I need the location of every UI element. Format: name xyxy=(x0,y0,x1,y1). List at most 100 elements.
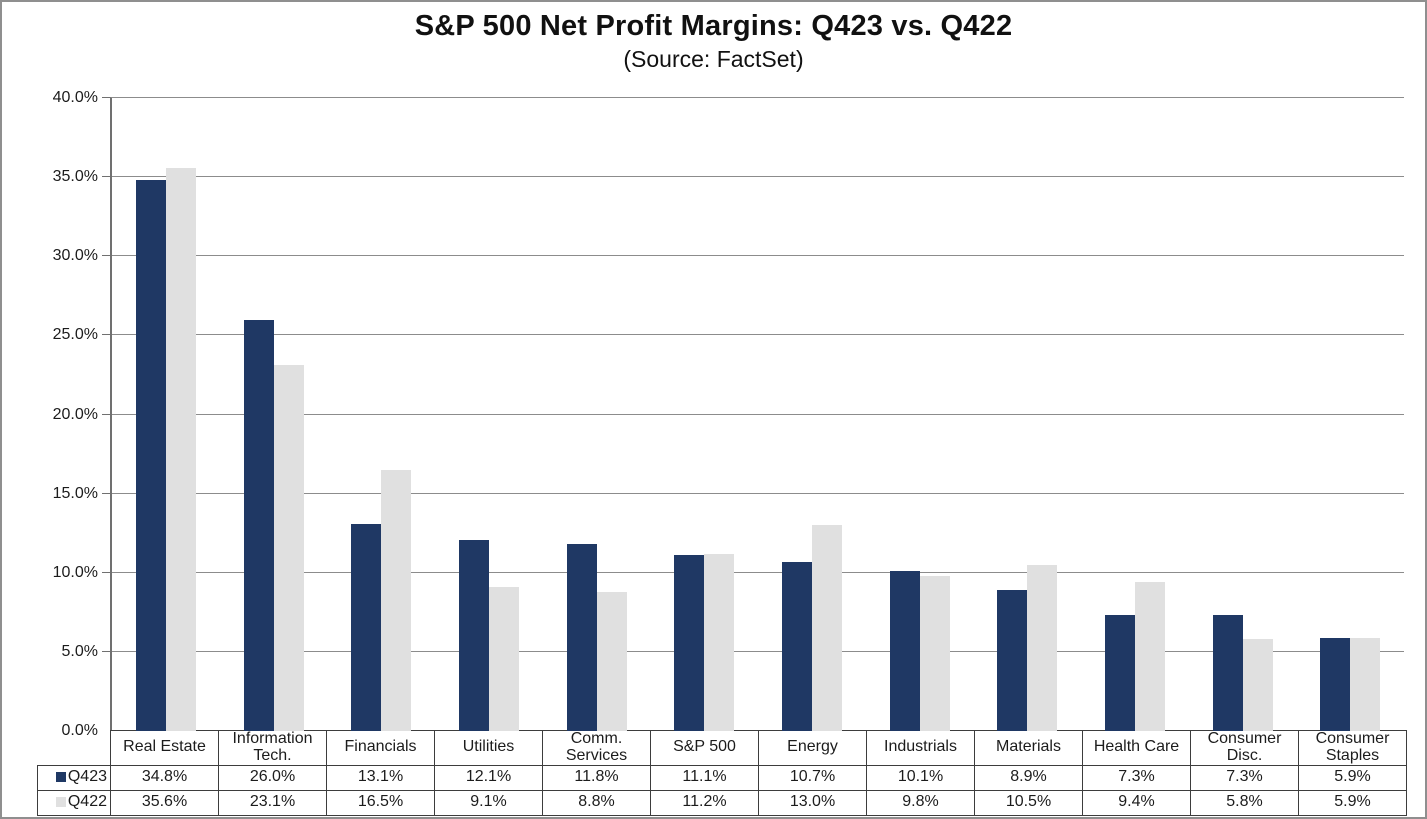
category-header-cell: Real Estate xyxy=(110,730,219,766)
value-cell: 35.6% xyxy=(110,789,219,816)
value-cell: 13.1% xyxy=(326,764,435,791)
bars-layer xyxy=(112,98,1404,731)
category-header-cell: Utilities xyxy=(434,730,543,766)
bar-group-materials xyxy=(973,98,1081,731)
value-cell: 34.8% xyxy=(110,764,219,791)
y-axis-tick xyxy=(102,571,110,573)
category-header-cell: Materials xyxy=(974,730,1083,766)
gridline xyxy=(112,413,1404,415)
category-header-cell: Financials xyxy=(326,730,435,766)
bar-q423 xyxy=(566,544,597,731)
bar-group-industrials xyxy=(866,98,974,731)
value-cell: 10.1% xyxy=(866,764,975,791)
category-header-cell: Industrials xyxy=(866,730,975,766)
gridline xyxy=(112,176,1404,178)
bar-q422 xyxy=(1027,564,1058,731)
y-axis-label: 40.0% xyxy=(52,89,98,106)
y-axis-label: 35.0% xyxy=(52,168,98,186)
bar-q422 xyxy=(488,587,519,731)
legend-swatch-icon xyxy=(55,796,66,807)
table-row-q423: Q423 34.8% 26.0% 13.1% 12.1% 11.8% 11.1% 10.7% 1… xyxy=(37,764,1407,791)
value-cell: 11.1% xyxy=(650,764,759,791)
bar-group-consumer-staples xyxy=(1296,98,1404,731)
y-axis-tick xyxy=(102,334,110,336)
category-header-cell: Energy xyxy=(758,730,867,766)
value-cell: 8.9% xyxy=(974,764,1083,791)
bar-q423 xyxy=(135,180,166,731)
value-cell: 10.7% xyxy=(758,764,867,791)
chart-title: S&P 500 Net Profit Margins: Q423 vs. Q42… xyxy=(414,10,1013,42)
legend-cell-q423: Q423 xyxy=(37,764,111,791)
category-header-cell: Consumer Staples xyxy=(1298,730,1407,766)
plot-area: 0.0% 5.0% 10.0% 15.0% 20.0% 25.0% 30.0% 35.0% 40… xyxy=(53,89,1404,739)
value-cell: 11.2% xyxy=(650,789,759,816)
gridline xyxy=(112,255,1404,257)
value-cell: 5.8% xyxy=(1190,789,1299,816)
bar-q423 xyxy=(997,590,1028,731)
bar-group-comm-services xyxy=(543,98,651,731)
bar-group-financials xyxy=(327,98,435,731)
value-cell: 10.5% xyxy=(974,789,1083,816)
value-cell: 12.1% xyxy=(434,764,543,791)
value-cell: 23.1% xyxy=(218,789,327,816)
bar-q422 xyxy=(919,575,950,731)
table-corner-blank xyxy=(37,730,111,766)
y-axis-tick xyxy=(102,413,110,415)
category-header-cell: Comm. Services xyxy=(542,730,651,766)
bar-q423 xyxy=(889,571,920,731)
category-header-cell: S&P 500 xyxy=(650,730,759,766)
bar-q422 xyxy=(1350,637,1381,731)
bar-q423 xyxy=(351,523,382,731)
bar-group-energy xyxy=(758,98,866,731)
y-axis-label: 15.0% xyxy=(52,484,98,502)
legend-cell-q422: Q422 xyxy=(37,789,111,816)
bar-q423 xyxy=(781,561,812,731)
value-cell: 5.9% xyxy=(1298,764,1407,791)
bar-group-information-tech xyxy=(220,98,328,731)
value-cell: 16.5% xyxy=(326,789,435,816)
value-cell: 11.8% xyxy=(542,764,651,791)
gridline xyxy=(112,571,1404,573)
bar-q423 xyxy=(1320,637,1351,731)
value-cell: 5.9% xyxy=(1298,789,1407,816)
gridline xyxy=(112,650,1404,652)
bar-q423 xyxy=(674,555,705,731)
chart-subtitle: (Source: FactSet) xyxy=(623,46,804,72)
value-cell: 9.8% xyxy=(866,789,975,816)
y-axis-label: 25.0% xyxy=(52,326,98,344)
category-header-cell: Health Care xyxy=(1082,730,1191,766)
y-axis-label: 10.0% xyxy=(52,563,98,581)
bar-q422 xyxy=(1242,639,1273,731)
bar-q423 xyxy=(1104,615,1135,731)
bar-q423 xyxy=(458,539,489,731)
gridline xyxy=(112,334,1404,336)
value-cell: 8.8% xyxy=(542,789,651,816)
y-axis-tick xyxy=(102,97,110,98)
category-header-cell: Information Tech. xyxy=(218,730,327,766)
value-cell: 7.3% xyxy=(1190,764,1299,791)
value-cell: 7.3% xyxy=(1082,764,1191,791)
legend-label: Q423 xyxy=(67,768,107,786)
y-axis-tick xyxy=(102,255,110,257)
value-cell: 13.0% xyxy=(758,789,867,816)
legend-swatch-icon xyxy=(55,771,66,782)
bar-q423 xyxy=(1212,615,1243,731)
bar-group-utilities xyxy=(435,98,543,731)
legend-label: Q422 xyxy=(67,793,107,811)
gridline xyxy=(112,492,1404,494)
value-cell: 9.1% xyxy=(434,789,543,816)
y-axis-label: 30.0% xyxy=(52,247,98,265)
value-cell: 26.0% xyxy=(218,764,327,791)
y-axis-tick xyxy=(102,650,110,652)
bar-group-consumer-disc xyxy=(1189,98,1297,731)
y-axis-tick xyxy=(102,176,110,178)
bar-q422 xyxy=(165,167,196,731)
y-axis-label: 20.0% xyxy=(52,405,98,423)
category-header-cell: Consumer Disc. xyxy=(1190,730,1299,766)
y-axis-label: 5.0% xyxy=(61,642,98,660)
bar-q423 xyxy=(243,319,274,731)
bar-q422 xyxy=(811,525,842,731)
table-header-row: Real Estate Information Tech. Financials Ut… xyxy=(37,730,1407,766)
bar-q422 xyxy=(596,591,627,731)
